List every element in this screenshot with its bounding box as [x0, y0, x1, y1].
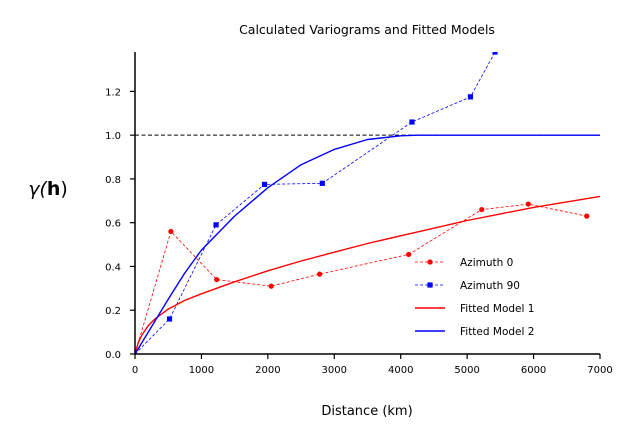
y-axis-title-prefix: γ( — [28, 178, 48, 200]
data-point-azimuth-90 — [409, 119, 415, 125]
y-tick-label: 0.6 — [105, 219, 121, 230]
y-tick-label: 0.2 — [105, 306, 121, 317]
y-axis-ticks: 0.0 0.2 0.4 0.6 0.8 1.0 1.2 — [105, 87, 135, 361]
data-point-azimuth-0 — [317, 271, 323, 277]
y-tick-label: 0.4 — [105, 262, 121, 273]
y-tick-label: 1.2 — [105, 87, 121, 98]
y-axis-title-bold: h — [47, 178, 61, 200]
x-tick-label: 2000 — [255, 365, 280, 376]
y-axis-title: γ(h) — [28, 178, 68, 200]
data-point-azimuth-90 — [319, 180, 325, 186]
legend-label-fitted-model-2: Fitted Model 2 — [460, 326, 534, 338]
legend: Azimuth 0 Azimuth 90 Fitted Model 1 Fitted … — [415, 257, 534, 338]
x-tick-label: 5000 — [454, 365, 479, 376]
series-line-fitted-model-1 — [135, 195, 601, 354]
x-tick-label: 7000 — [587, 365, 612, 376]
data-point-azimuth-90 — [467, 94, 474, 100]
x-tick-label: 4000 — [388, 365, 413, 376]
chart-title: Calculated Variograms and Fitted Models — [239, 22, 495, 37]
x-axis-title: Distance (km) — [321, 404, 412, 419]
legend-marker-azimuth-0 — [427, 259, 433, 265]
y-tick-label: 0.0 — [105, 350, 121, 361]
data-point-azimuth-0 — [479, 206, 485, 213]
y-tick-label: 0.8 — [105, 175, 121, 186]
x-tick-label: 0 — [132, 365, 138, 376]
data-point-azimuth-90 — [492, 52, 498, 55]
legend-marker-azimuth-90 — [427, 282, 433, 288]
data-point-azimuth-0 — [406, 251, 412, 258]
plot-area — [135, 52, 601, 354]
x-axis-ticks: 0 1000 2000 3000 4000 5000 6000 7000 — [132, 354, 613, 376]
y-tick-label: 1.0 — [105, 131, 121, 142]
series-line-azimuth-90 — [135, 52, 496, 354]
data-point-azimuth-0 — [268, 283, 274, 289]
x-tick-label: 3000 — [322, 365, 347, 376]
data-point-azimuth-0 — [214, 276, 220, 283]
data-point-azimuth-0 — [525, 201, 531, 207]
data-point-azimuth-0 — [168, 228, 174, 235]
data-point-azimuth-90 — [166, 316, 173, 322]
series-layer — [135, 52, 601, 354]
legend-label-azimuth-90: Azimuth 90 — [460, 280, 520, 292]
series-line-fitted-model-2 — [135, 134, 600, 354]
x-tick-label: 6000 — [521, 365, 546, 376]
data-point-azimuth-0 — [584, 213, 590, 219]
x-tick-label: 1000 — [189, 365, 214, 376]
data-point-azimuth-90 — [261, 181, 268, 187]
series-line-azimuth-0 — [135, 203, 587, 354]
data-point-azimuth-90 — [213, 222, 219, 228]
y-axis-title-suffix: ) — [60, 178, 67, 200]
legend-label-fitted-model-1: Fitted Model 1 — [460, 303, 534, 315]
legend-label-azimuth-0: Azimuth 0 — [460, 257, 513, 269]
